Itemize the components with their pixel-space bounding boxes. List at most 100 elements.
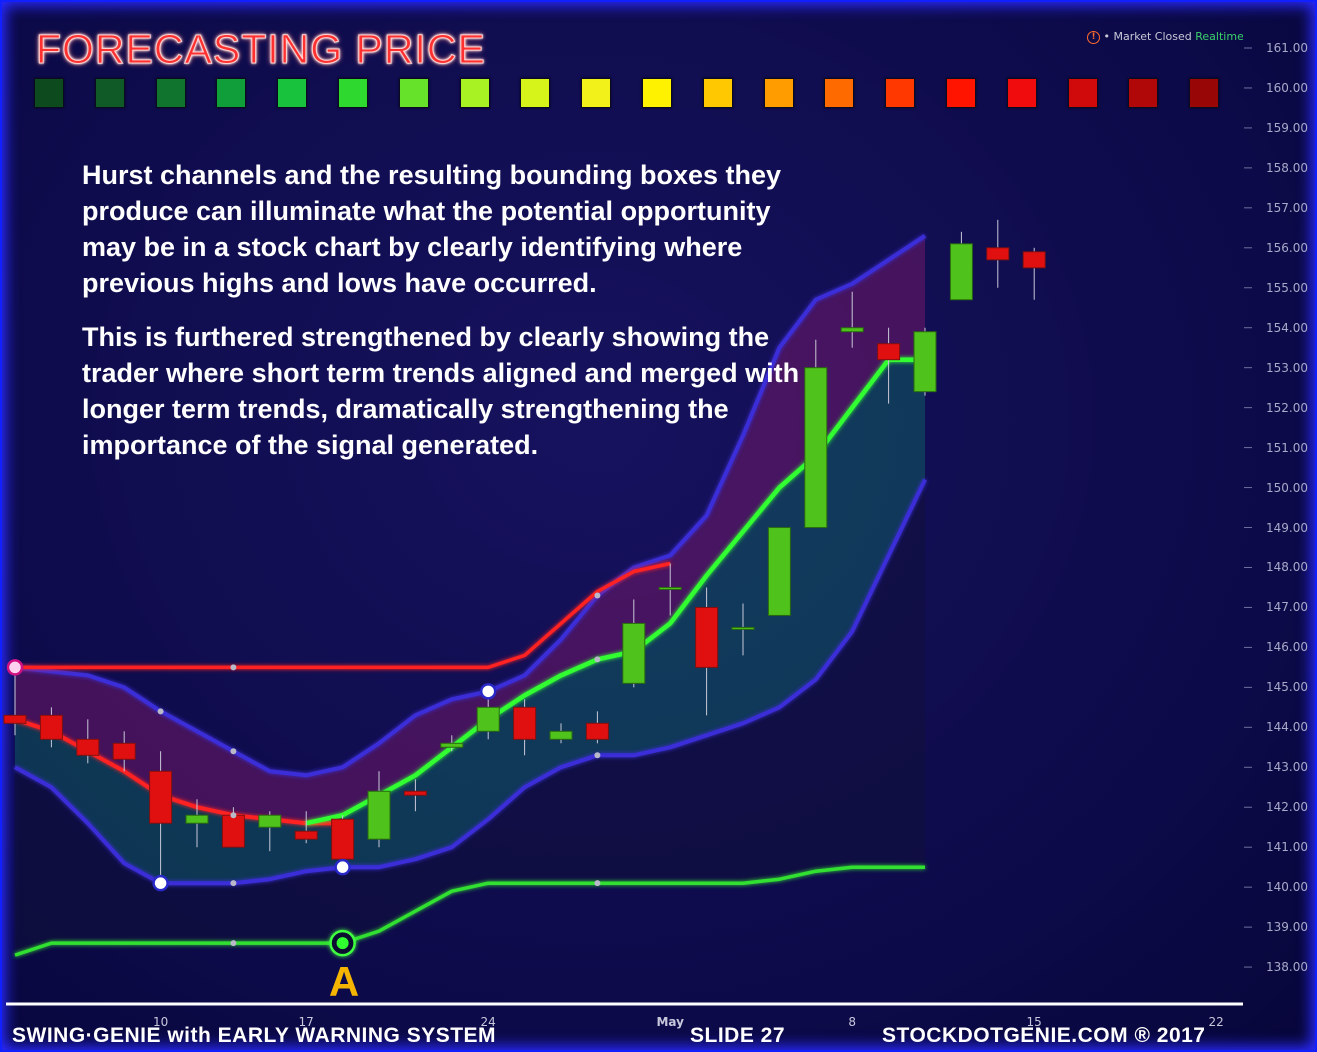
footer-brand: SWING·GENIE with EARLY WARNING SYSTEM xyxy=(12,1024,497,1047)
heat-swatch xyxy=(277,78,308,108)
footer-site: STOCKDOTGENIE.COM ® 2017 xyxy=(882,1024,1206,1047)
candle-body xyxy=(3,714,27,724)
y-tick-label: 141.00 xyxy=(1266,840,1308,855)
candle-body xyxy=(695,606,719,668)
candle-body xyxy=(658,586,682,590)
candle-body xyxy=(403,790,427,796)
channel-node xyxy=(230,664,237,671)
heat-swatch xyxy=(34,78,64,108)
channel-node xyxy=(230,880,237,887)
y-tick-label: 155.00 xyxy=(1266,280,1308,295)
heat-swatch xyxy=(702,78,733,108)
channel-node xyxy=(594,592,601,599)
candle-body xyxy=(367,790,391,840)
candle-body xyxy=(185,814,209,824)
candle-body xyxy=(1022,251,1046,269)
heat-swatch xyxy=(885,78,916,108)
heat-swatch xyxy=(1006,78,1037,108)
candle-body xyxy=(986,247,1010,261)
candle-body xyxy=(949,243,973,301)
candle-body xyxy=(331,818,355,860)
y-tick-label: 139.00 xyxy=(1266,920,1308,935)
heat-swatch xyxy=(1067,78,1098,108)
y-tick-label: 138.00 xyxy=(1266,960,1308,975)
heat-swatch xyxy=(520,78,551,108)
heat-swatch xyxy=(763,78,794,108)
x-tick-label: 8 xyxy=(848,1015,856,1029)
y-tick-label: 144.00 xyxy=(1266,720,1308,735)
y-tick-label: 159.00 xyxy=(1266,120,1308,135)
heat-swatch xyxy=(338,78,368,108)
y-tick-label: 161.00 xyxy=(1266,41,1308,55)
heat-swatch xyxy=(398,78,429,108)
y-tick-label: 158.00 xyxy=(1266,160,1308,175)
x-tick-label: 17 xyxy=(298,1015,314,1029)
pivot-marker xyxy=(334,858,351,876)
bullet-icon: • xyxy=(1103,30,1111,43)
heat-swatch xyxy=(94,78,125,108)
heat-swatch xyxy=(581,78,612,108)
y-tick-label: 157.00 xyxy=(1266,200,1308,215)
channel-node xyxy=(594,880,601,887)
heat-swatch xyxy=(824,78,855,108)
y-tick-label: 151.00 xyxy=(1266,440,1308,455)
y-tick-label: 143.00 xyxy=(1266,760,1308,775)
y-tick-label: 145.00 xyxy=(1266,680,1308,695)
candle-body xyxy=(39,714,63,740)
y-tick-label: 147.00 xyxy=(1266,600,1308,615)
y-tick-label: 160.00 xyxy=(1266,80,1308,95)
candle-body xyxy=(76,738,100,756)
body-text: Hurst channels and the resulting boundin… xyxy=(82,157,822,481)
channel-node xyxy=(230,812,237,819)
signal-label: A xyxy=(328,958,360,1005)
market-status: ! • Market Closed Realtime xyxy=(1087,30,1243,44)
heat-swatch xyxy=(155,78,186,108)
y-tick-label: 154.00 xyxy=(1266,320,1308,335)
pivot-marker xyxy=(152,874,169,892)
x-tick-label: 15 xyxy=(1026,1015,1042,1029)
heat-swatch xyxy=(642,78,672,108)
candle-body xyxy=(549,730,573,740)
y-tick-label: 156.00 xyxy=(1266,240,1308,255)
candle-body xyxy=(731,626,755,630)
red-trend-line xyxy=(14,717,343,826)
signal-marker-dot xyxy=(336,937,349,950)
y-tick-label: 153.00 xyxy=(1266,360,1308,375)
x-tick-label: 22 xyxy=(1208,1015,1224,1029)
candle-body xyxy=(149,770,173,824)
upper-envelope-line xyxy=(15,561,671,670)
candle-body xyxy=(804,367,828,529)
y-tick-label: 152.00 xyxy=(1266,400,1308,415)
y-tick-label: 150.00 xyxy=(1266,480,1308,495)
candle-body xyxy=(767,527,791,616)
alert-icon[interactable]: ! xyxy=(1087,30,1100,44)
y-tick-label: 149.00 xyxy=(1266,520,1308,535)
paragraph: This is furthered strengthened by clearl… xyxy=(82,322,800,460)
candle-body xyxy=(221,814,245,848)
paragraph: Hurst channels and the resulting boundin… xyxy=(82,160,782,298)
heat-swatch xyxy=(1128,78,1159,108)
lower-envelope-line xyxy=(14,865,925,957)
footer-slide: SLIDE 27 xyxy=(690,1024,786,1047)
heat-swatch xyxy=(1189,78,1220,108)
pivot-marker xyxy=(479,683,497,700)
channel-node xyxy=(594,752,601,759)
heat-swatch xyxy=(216,78,247,108)
y-tick-label: 140.00 xyxy=(1266,880,1308,895)
candle-body xyxy=(877,343,901,361)
pivot-marker-start xyxy=(6,659,24,676)
y-tick-label: 146.00 xyxy=(1266,640,1308,655)
candle-body xyxy=(913,331,937,393)
candle-body xyxy=(622,622,646,684)
candle-body xyxy=(476,706,500,732)
heat-swatch xyxy=(459,78,490,108)
upper-band-line xyxy=(14,234,927,778)
market-status-label: Market Closed xyxy=(1113,30,1192,43)
candle-body xyxy=(513,706,537,740)
y-tick-label: 148.00 xyxy=(1266,560,1308,575)
candle-body xyxy=(258,814,282,828)
lower-shade-region xyxy=(15,479,925,956)
channel-node xyxy=(594,656,601,663)
